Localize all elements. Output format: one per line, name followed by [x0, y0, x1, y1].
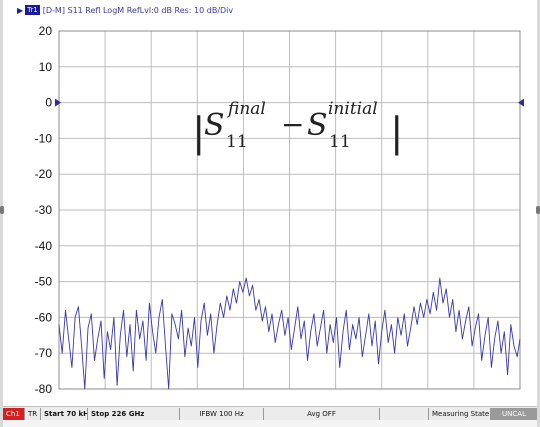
averaging-setting[interactable]: Avg OFF [264, 407, 380, 420]
y-tick-label: -50 [35, 275, 53, 289]
right-resize-handle[interactable] [536, 206, 540, 214]
formula-s-left: S [204, 108, 225, 143]
bottom-strip [3, 420, 537, 427]
formula-annotation: | S final 11 − S initial 11 | [192, 99, 403, 156]
triangle-right-icon[interactable] [55, 98, 61, 107]
active-trace-pointer-icon: ▶ [17, 5, 24, 15]
y-tick-label: -10 [35, 131, 53, 145]
y-tick-label: -60 [35, 310, 53, 324]
y-tick-label: 0 [45, 96, 52, 110]
left-resize-handle[interactable] [0, 206, 4, 214]
y-tick-labels: 20 10 0 -10 -20 -30 -40 -50 -60 -70 -80 [35, 24, 53, 396]
status-spacer [380, 407, 429, 420]
y-tick-label: -30 [35, 203, 53, 217]
y-tick-label: -80 [35, 382, 53, 396]
y-tick-label: -40 [35, 239, 53, 253]
start-frequency[interactable]: Start 70 kHz [41, 407, 88, 420]
formula-sub-right: 11 [329, 132, 351, 152]
status-bar: Ch1 TR Start 70 kHz Stop 226 GHz IFBW 10… [3, 406, 537, 420]
uncal-badge: UNCAL [491, 407, 537, 420]
stop-frequency[interactable]: Stop 226 GHz [88, 407, 180, 420]
measuring-state: Measuring State [429, 407, 491, 420]
ifbw-setting[interactable]: IFBW 100 Hz [180, 407, 264, 420]
abs-bar-right: | [390, 110, 403, 156]
formula-sub-left: 11 [226, 132, 248, 152]
s11-trace-line [58, 277, 521, 390]
y-tick-label: -20 [35, 167, 53, 181]
channel-indicator[interactable]: Ch1 [3, 407, 25, 420]
formula-sup-left: final [226, 99, 266, 119]
y-tick-label: 10 [39, 60, 53, 74]
abs-bar-left: | [192, 110, 205, 156]
formula-sup-right: initial [328, 99, 378, 119]
trace-label[interactable]: [D-M] S11 Refl LogM RefLvl:0 dB Res: 10 … [42, 5, 234, 15]
plot-border [58, 30, 521, 390]
y-tick-label: 20 [39, 24, 53, 38]
trace-badge[interactable]: Tr1 [25, 5, 40, 15]
y-tick-label: -70 [35, 346, 53, 360]
formula-minus: − [281, 108, 304, 141]
triangle-left-icon[interactable] [518, 98, 524, 107]
trace-indicator[interactable]: TR [25, 407, 41, 420]
trace-header[interactable]: ▶ Tr1 [D-M] S11 Refl LogM RefLvl:0 dB Re… [17, 3, 537, 17]
formula-s-right: S [307, 108, 328, 143]
